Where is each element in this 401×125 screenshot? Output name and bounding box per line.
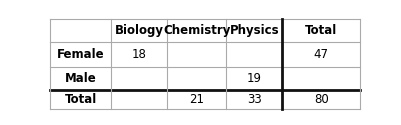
Text: 18: 18 xyxy=(131,48,146,61)
Bar xyxy=(50,42,111,67)
Bar xyxy=(167,42,226,67)
Bar xyxy=(226,90,282,109)
Text: Physics: Physics xyxy=(229,24,278,37)
Text: 33: 33 xyxy=(246,93,261,106)
Text: 80: 80 xyxy=(313,93,328,106)
Bar xyxy=(167,67,226,90)
Bar xyxy=(282,90,359,109)
Text: Total: Total xyxy=(64,93,97,106)
Bar xyxy=(226,42,282,67)
Bar xyxy=(226,19,282,42)
Bar xyxy=(167,90,226,109)
Text: 21: 21 xyxy=(189,93,204,106)
Text: Chemistry: Chemistry xyxy=(162,24,230,37)
Bar xyxy=(50,90,111,109)
Bar xyxy=(226,67,282,90)
Bar xyxy=(111,42,167,67)
Text: Female: Female xyxy=(57,48,104,61)
Bar xyxy=(50,19,111,42)
Bar xyxy=(50,67,111,90)
Bar xyxy=(111,19,167,42)
Bar xyxy=(167,19,226,42)
Text: 47: 47 xyxy=(313,48,328,61)
Text: Biology: Biology xyxy=(114,24,163,37)
Bar xyxy=(282,67,359,90)
Bar xyxy=(282,19,359,42)
Text: Male: Male xyxy=(65,72,96,85)
Text: Total: Total xyxy=(304,24,336,37)
Text: 19: 19 xyxy=(246,72,261,85)
Bar xyxy=(282,42,359,67)
Bar xyxy=(111,90,167,109)
Bar xyxy=(111,67,167,90)
